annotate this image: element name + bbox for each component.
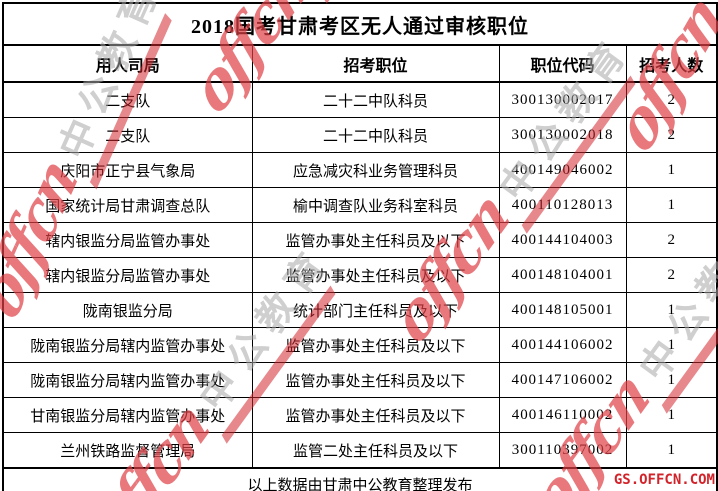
cell-position: 应急减灾科业务管理科员 (251, 152, 500, 188)
table-row: 陇南银监分局 统计部门主任科员及以下 400148105001 1 (2, 292, 718, 328)
table-header-row: 用人司局 招考职位 职位代码 招考人数 (2, 44, 718, 83)
cell-position: 监管办事处主任科员及以下 (251, 222, 500, 258)
table-row: 陇南银监分局辖内监管办事处 监管办事处主任科员及以下 400144106002 … (2, 327, 718, 363)
cell-code: 300130002017 (498, 81, 627, 118)
cell-count: 2 (625, 81, 718, 118)
cell-code: 300110397002 (498, 432, 627, 469)
cell-code: 400146110002 (498, 397, 627, 433)
cell-position: 监管办事处主任科员及以下 (251, 397, 500, 433)
table-row: 辖内银监分局监管办事处 监管办事处主任科员及以下 400148104001 2 (2, 257, 718, 293)
cell-count: 1 (625, 187, 718, 223)
cell-position: 监管办事处主任科员及以下 (251, 327, 500, 363)
cell-count: 2 (625, 117, 718, 153)
col-header-department: 用人司局 (2, 44, 253, 83)
cell-count: 2 (625, 222, 718, 258)
cell-position: 监管办事处主任科员及以下 (251, 362, 500, 398)
col-header-count: 招考人数 (625, 44, 718, 83)
cell-department: 陇南银监分局辖内监管办事处 (2, 327, 253, 363)
table-row: 国家统计局甘肃调查总队 榆中调查队业务科室科员 400110128013 1 (2, 187, 718, 223)
cell-code: 400147106002 (498, 362, 627, 398)
cell-count: 1 (625, 327, 718, 363)
cell-code: 400148105001 (498, 292, 627, 328)
cell-position: 监管二处主任科员及以下 (251, 432, 500, 469)
site-watermark-label: GS.OFFCN.COM (613, 472, 715, 488)
cell-department: 国家统计局甘肃调查总队 (2, 187, 253, 223)
cell-count: 1 (625, 362, 718, 398)
page-title: 2018国考甘肃考区无人通过审核职位 (2, 2, 718, 46)
cell-code: 300130002018 (498, 117, 627, 153)
col-header-code: 职位代码 (498, 44, 627, 83)
cell-department: 甘南银监分局辖内监管办事处 (2, 397, 253, 433)
table-row: 甘南银监分局辖内监管办事处 监管办事处主任科员及以下 400146110002 … (2, 397, 718, 433)
cell-count: 1 (625, 432, 718, 469)
cell-position: 统计部门主任科员及以下 (251, 292, 500, 328)
table-row: 陇南银监分局辖内监管办事处 监管办事处主任科员及以下 400147106002 … (2, 362, 718, 398)
cell-code: 400144106002 (498, 327, 627, 363)
cell-count: 1 (625, 292, 718, 328)
cell-count: 1 (625, 152, 718, 188)
cell-code: 400144104003 (498, 222, 627, 258)
cell-count: 1 (625, 397, 718, 433)
cell-code: 400148104001 (498, 257, 627, 293)
col-header-position: 招考职位 (251, 44, 500, 83)
cell-department: 陇南银监分局 (2, 292, 253, 328)
cell-department: 庆阳市正宁县气象局 (2, 152, 253, 188)
table-title-row: 2018国考甘肃考区无人通过审核职位 (2, 2, 718, 46)
table-row: 二支队 二十二中队科员 300130002018 2 (2, 117, 718, 153)
cell-department: 二支队 (2, 117, 253, 153)
table-row: 辖内银监分局监管办事处 监管办事处主任科员及以下 400144104003 2 (2, 222, 718, 258)
table-row: 兰州铁路监督管理局 监管二处主任科员及以下 300110397002 1 (2, 432, 718, 469)
cell-department: 陇南银监分局辖内监管办事处 (2, 362, 253, 398)
table-row: 庆阳市正宁县气象局 应急减灾科业务管理科员 400149046002 1 (2, 152, 718, 188)
table-row: 二支队 二十二中队科员 300130002017 2 (2, 81, 718, 118)
cell-count: 2 (625, 257, 718, 293)
cell-department: 二支队 (2, 81, 253, 118)
footer-note: 以上数据由甘肃中公教育整理发布 (2, 467, 718, 491)
cell-position: 榆中调查队业务科室科员 (251, 187, 500, 223)
cell-position: 二十二中队科员 (251, 81, 500, 118)
table-footer-row: 以上数据由甘肃中公教育整理发布 (2, 467, 718, 491)
cell-department: 兰州铁路监督管理局 (2, 432, 253, 469)
cell-department: 辖内银监分局监管办事处 (2, 222, 253, 258)
cell-code: 400149046002 (498, 152, 627, 188)
cell-position: 监管办事处主任科员及以下 (251, 257, 500, 293)
cell-code: 400110128013 (498, 187, 627, 223)
cell-department: 辖内银监分局监管办事处 (2, 257, 253, 293)
cell-position: 二十二中队科员 (251, 117, 500, 153)
